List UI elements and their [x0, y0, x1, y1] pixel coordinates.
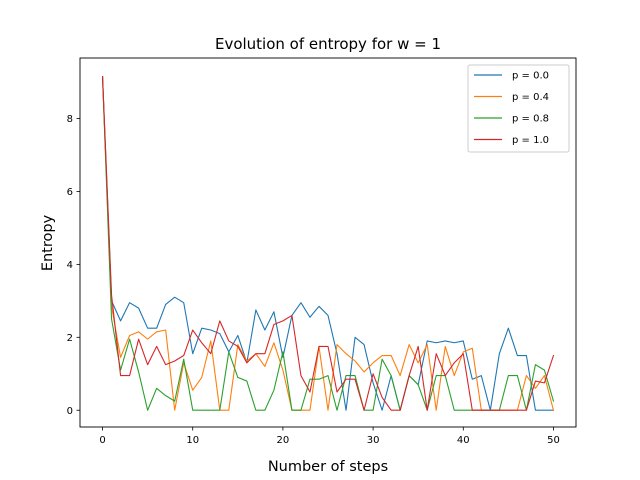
- y-axis-title: Entropy: [40, 214, 56, 271]
- ticks-layer: 0 10 20 30 40 50 0 2 4 6 8: [67, 114, 560, 446]
- legend-items: p = 0.0 p = 0.4 p = 0.8 p = 1.0: [474, 71, 549, 146]
- x-tick-label: 0: [99, 435, 105, 446]
- x-tick-label: 10: [186, 435, 199, 446]
- y-tick-label: 4: [67, 260, 73, 271]
- chart-title: Evolution of entropy for w = 1: [215, 35, 441, 53]
- y-tick-label: 8: [67, 114, 73, 125]
- legend-label-2: p = 0.8: [512, 114, 549, 125]
- legend-box: [467, 64, 570, 153]
- y-tick-label: 2: [67, 333, 73, 344]
- series-line-1: [101, 76, 555, 411]
- x-tick-label: 50: [547, 435, 560, 446]
- x-axis-title: Number of steps: [268, 459, 388, 475]
- series-line-0: [101, 76, 555, 411]
- plot-frame: [79, 57, 577, 428]
- y-tick-label: 6: [67, 187, 73, 198]
- legend: p = 0.0 p = 0.4 p = 0.8 p = 1.0: [467, 64, 570, 153]
- series-line-3: [101, 76, 555, 411]
- x-tick-label: 30: [367, 435, 380, 446]
- legend-label-3: p = 1.0: [512, 135, 549, 146]
- y-tick-label: 0: [67, 406, 73, 417]
- legend-label-0: p = 0.0: [512, 71, 549, 82]
- x-tick-label: 20: [277, 435, 290, 446]
- series-layer: [101, 76, 555, 411]
- x-tick-label: 40: [457, 435, 470, 446]
- legend-label-1: p = 0.4: [512, 92, 549, 103]
